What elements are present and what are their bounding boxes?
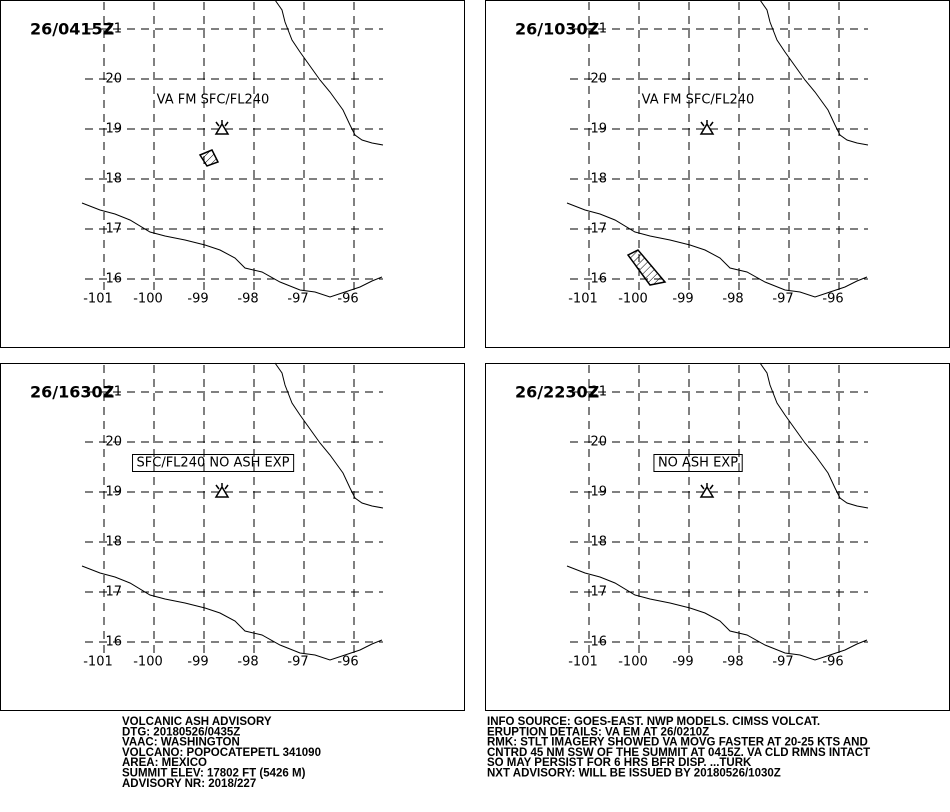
- panel-frame: [485, 0, 950, 348]
- lon-label: -98: [722, 655, 743, 670]
- lon-label: -99: [672, 655, 693, 670]
- lon-label: -101: [568, 655, 598, 670]
- lat-label: 20: [590, 435, 607, 450]
- coastline: [759, 362, 869, 509]
- lon-label: -101: [568, 292, 598, 307]
- lat-label: 20: [105, 435, 122, 450]
- lon-label: -96: [337, 655, 358, 670]
- valid-time: 26/1630Z: [30, 383, 114, 402]
- lat-label: 21: [105, 385, 122, 400]
- lat-label: 17: [105, 222, 122, 237]
- advisory-line: SUMMIT ELEV: 17802 FT (5426 M): [122, 768, 306, 780]
- lat-label: 20: [105, 72, 122, 87]
- volcano-symbol: [214, 120, 230, 135]
- lon-label: -98: [237, 655, 258, 670]
- lat-label: 16: [105, 272, 122, 287]
- lat-label: 18: [590, 535, 607, 550]
- advisory-line: ERUPTION DETAILS: VA EM AT 26/0210Z: [487, 726, 709, 738]
- map-panel: -101 -100 -99 -98 -97 -96 16 17 18 19 20 2126/1630Z…: [0, 362, 465, 711]
- lat-label: 19: [105, 122, 122, 137]
- forecast-label: VA FM SFC/FL240: [157, 93, 270, 108]
- lon-label: -99: [187, 655, 208, 670]
- label-box: [132, 454, 295, 472]
- advisory-line: DTG: 20180526/0435Z: [122, 726, 240, 738]
- lon-label: -96: [822, 655, 843, 670]
- lat-label: 18: [105, 535, 122, 550]
- lon-label: -101: [83, 292, 113, 307]
- volcano-symbol: [699, 483, 715, 498]
- valid-time: 26/0415Z: [30, 20, 114, 39]
- lon-label: -100: [618, 292, 648, 307]
- lat-label: 21: [105, 22, 122, 37]
- lat-label: 19: [590, 485, 607, 500]
- lon-label: -97: [772, 655, 793, 670]
- panel-frame: [485, 363, 950, 711]
- coastline: [81, 202, 383, 298]
- lat-label: 19: [105, 485, 122, 500]
- coastline: [274, 362, 384, 509]
- advisory-line: AREA: MEXICO: [122, 757, 207, 769]
- advisory-line: NXT ADVISORY: WILL BE ISSUED BY 20180526…: [487, 768, 781, 780]
- forecast-label: SFC/FL240 NO ASH EXP: [137, 456, 290, 471]
- lat-label: 18: [590, 172, 607, 187]
- advisory-line: VOLCANO: POPOCATEPETL 341090: [122, 747, 321, 759]
- advisory-line: VAAC: WASHINGTON: [122, 737, 240, 749]
- volcano-symbol: [214, 483, 230, 498]
- lon-label: -99: [187, 292, 208, 307]
- valid-time: 26/1030Z: [515, 20, 599, 39]
- lon-label: -100: [133, 292, 163, 307]
- map-panel: -101 -100 -99 -98 -97 -96 16 17 18 19 20 2126/0415Z…: [0, 0, 465, 348]
- advisory-line: SO MAY PERSIST FOR 6 HRS BFR DISP. ...TU…: [487, 757, 752, 769]
- coastline: [566, 202, 868, 298]
- lon-label: -97: [287, 655, 308, 670]
- volcano-symbol: [699, 120, 715, 135]
- label-box: [653, 454, 743, 472]
- panel-frame: [0, 363, 465, 711]
- lon-label: -100: [133, 655, 163, 670]
- advisory-line: VOLCANIC ASH ADVISORY: [122, 716, 272, 728]
- ash-cloud: [626, 249, 667, 286]
- lon-label: -97: [287, 292, 308, 307]
- advisory-line: INFO SOURCE: GOES-EAST. NWP MODELS. CIMS…: [487, 716, 820, 728]
- lat-label: 20: [590, 72, 607, 87]
- advisory-line: ADVISORY NR: 2018/227: [122, 778, 256, 790]
- forecast-label: NO ASH EXP: [658, 456, 738, 471]
- lat-label: 17: [105, 585, 122, 600]
- coastline: [566, 565, 868, 661]
- forecast-label: VA FM SFC/FL240: [642, 93, 755, 108]
- lat-label: 16: [590, 635, 607, 650]
- advisory-line: RMK: STLT IMAGERY SHOWED VA MOVG FASTER …: [487, 737, 868, 749]
- lon-label: -96: [822, 292, 843, 307]
- panel-frame: [0, 0, 465, 348]
- lat-label: 21: [590, 385, 607, 400]
- map-panel: -101 -100 -99 -98 -97 -96 16 17 18 19 20 2126/1030Z…: [485, 0, 950, 348]
- map-panel: -101 -100 -99 -98 -97 -96 16 17 18 19 20 2126/2230Z…: [485, 362, 950, 711]
- lon-label: -98: [722, 292, 743, 307]
- lat-label: 17: [590, 585, 607, 600]
- lon-label: -100: [618, 655, 648, 670]
- coastline: [759, 0, 869, 146]
- coastline: [81, 565, 383, 661]
- coastline: [274, 0, 384, 146]
- lat-label: 21: [590, 22, 607, 37]
- lon-label: -99: [672, 292, 693, 307]
- lat-label: 18: [105, 172, 122, 187]
- lat-label: 16: [105, 635, 122, 650]
- advisory-line: CNTRD 45 NM SSW OF THE SUMMIT AT 0415Z. …: [487, 747, 870, 759]
- lon-label: -96: [337, 292, 358, 307]
- lat-label: 17: [590, 222, 607, 237]
- lon-label: -97: [772, 292, 793, 307]
- lon-label: -101: [83, 655, 113, 670]
- valid-time: 26/2230Z: [515, 383, 599, 402]
- ash-cloud: [198, 149, 220, 167]
- lat-label: 16: [590, 272, 607, 287]
- lat-label: 19: [590, 122, 607, 137]
- lon-label: -98: [237, 292, 258, 307]
